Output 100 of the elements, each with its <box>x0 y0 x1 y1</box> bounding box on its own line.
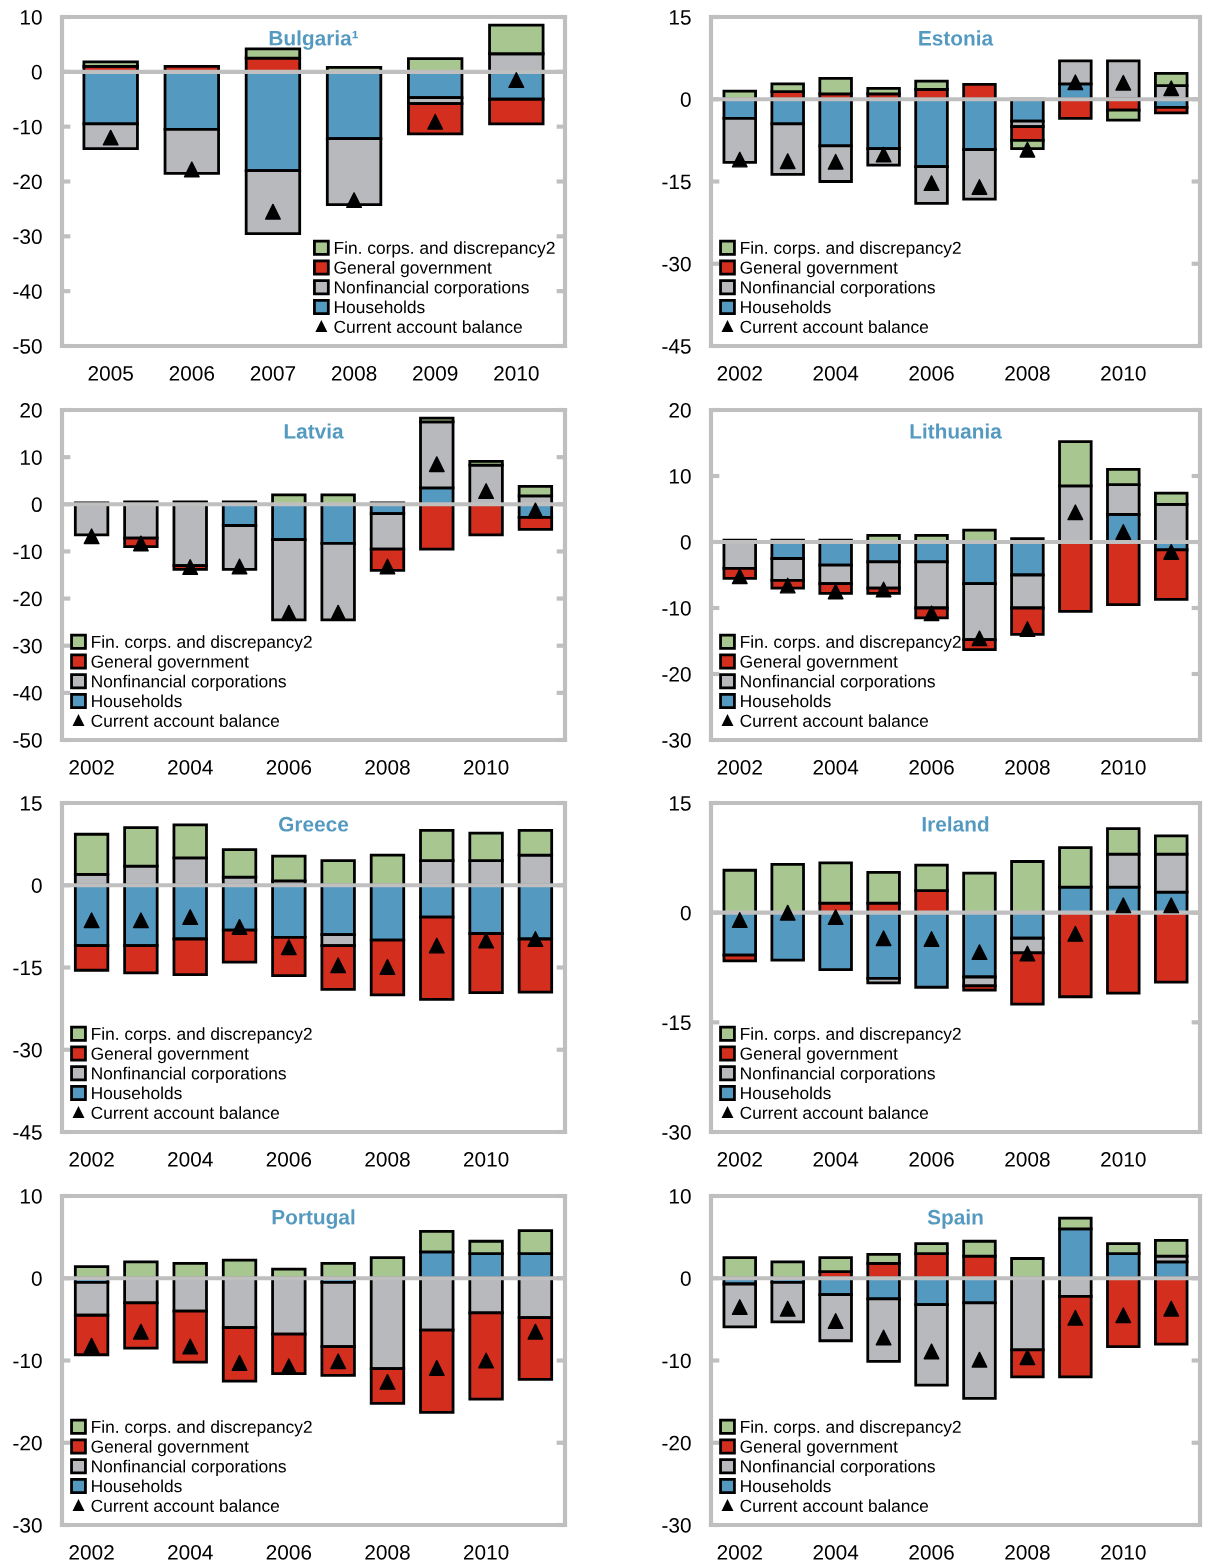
y-tick-label: -10 <box>13 1353 42 1369</box>
y-tick-label: 20 <box>20 403 42 418</box>
y-tick-label: -20 <box>662 667 691 682</box>
x-tick-label: 2008 <box>1005 1544 1050 1560</box>
y-tick-label: -30 <box>662 733 691 748</box>
y-tick-label: 0 <box>680 92 691 107</box>
x-tick-label: 2010 <box>1101 1151 1146 1167</box>
legend-label: Households <box>92 1479 182 1493</box>
text: Greece <box>279 816 349 832</box>
legend-label: Nonfinancial corporations <box>92 1066 286 1083</box>
x-tick-label: 2008 <box>1005 759 1050 775</box>
y-tick-label: -10 <box>13 544 42 560</box>
y-tick-label: -30 <box>662 256 691 272</box>
x-tick-label: 2004 <box>168 1544 213 1560</box>
y-tick-label: -40 <box>13 284 42 299</box>
legend-label: General government <box>334 261 492 278</box>
legend-label: General government <box>740 261 898 278</box>
x-tick-label: 2002 <box>717 365 762 381</box>
y-tick-label: -10 <box>662 1353 691 1369</box>
x-tick-label: 2010 <box>494 365 539 381</box>
legend-label: Households <box>334 300 425 314</box>
y-tick-label: -20 <box>13 174 42 190</box>
x-tick-label: 2008 <box>365 759 410 775</box>
y-tick-label: -30 <box>13 1042 42 1058</box>
legend-label: General government <box>740 1047 898 1064</box>
x-tick-label: 2006 <box>909 365 954 381</box>
legend-label: Households <box>92 1086 182 1100</box>
x-tick-label: 2006 <box>909 1151 954 1167</box>
y-tick-label: -30 <box>662 1518 691 1533</box>
legend-label: Fin. corps. and discrepancy2 <box>92 1420 312 1437</box>
legend-label: Nonfinancial corporations <box>334 280 529 297</box>
x-tick-label: 2002 <box>69 759 114 775</box>
y-tick-label: 10 <box>20 1189 42 1204</box>
y-tick-label: 0 <box>31 497 42 513</box>
text: Ireland <box>922 816 989 832</box>
x-tick-label: 2010 <box>1101 365 1146 381</box>
text: Latvia <box>284 423 344 439</box>
y-tick-label: -50 <box>13 733 42 748</box>
x-tick-label: 2006 <box>169 365 215 381</box>
text: Lithuania <box>910 423 1002 439</box>
legend-label: Households <box>741 300 831 314</box>
y-tick-label: 15 <box>669 10 691 25</box>
x-tick-label: 2007 <box>250 365 296 381</box>
legend-label: Fin. corps. and discrepancy2 <box>92 1027 312 1044</box>
legend-label: Nonfinancial corporations <box>741 1459 935 1476</box>
legend-label: General government <box>740 1440 898 1457</box>
x-tick-label: 2006 <box>266 759 312 775</box>
y-tick-label: 10 <box>669 469 691 484</box>
x-tick-label: 2006 <box>909 759 954 775</box>
legend-label: Current account balance <box>740 714 929 728</box>
y-tick-label: -30 <box>662 1125 691 1140</box>
y-tick-label: 0 <box>680 1271 691 1286</box>
x-tick-label: 2004 <box>813 1544 859 1560</box>
legend-label: Current account balance <box>334 320 522 334</box>
legend-label: Current account balance <box>740 1106 929 1120</box>
x-tick-label: 2004 <box>813 365 859 381</box>
legend-label: Nonfinancial corporations <box>92 674 286 691</box>
legend-label: Nonfinancial corporations <box>92 1459 286 1476</box>
text: Bulgaria¹ <box>269 30 358 50</box>
legend-label: Fin. corps. and discrepancy2 <box>741 635 961 652</box>
y-tick-label: -40 <box>13 685 42 701</box>
legend-label: Current account balance <box>91 1499 280 1513</box>
legend-label: Current account balance <box>740 320 929 334</box>
y-tick-label: -20 <box>13 591 42 607</box>
y-tick-label: -30 <box>13 1518 42 1533</box>
x-tick-label: 2006 <box>266 1151 312 1167</box>
y-tick-label: -10 <box>13 119 42 135</box>
legend-label: Fin. corps. and discrepancy2 <box>741 1420 961 1437</box>
x-tick-label: 2008 <box>1005 365 1050 381</box>
x-tick-label: 2006 <box>909 1544 954 1560</box>
legend-label: Households <box>741 1479 831 1493</box>
legend-label: General government <box>91 1440 249 1457</box>
y-tick-label: -15 <box>13 960 42 976</box>
x-tick-label: 2010 <box>463 759 509 775</box>
x-tick-label: 2008 <box>331 365 377 381</box>
x-tick-label: 2010 <box>1101 1544 1146 1560</box>
x-tick-label: 2002 <box>69 1544 114 1560</box>
y-tick-label: 0 <box>31 1271 42 1286</box>
legend-label: Households <box>741 694 831 708</box>
x-tick-label: 2002 <box>717 1151 762 1167</box>
y-tick-label: 0 <box>680 905 691 921</box>
text: Estonia <box>919 30 994 46</box>
legend-label: Fin. corps. and discrepancy2 <box>741 1027 961 1044</box>
y-tick-label: 15 <box>669 796 691 811</box>
legend-label: Fin. corps. and discrepancy2 <box>334 241 555 258</box>
legend-label: Fin. corps. and discrepancy2 <box>92 635 312 652</box>
x-tick-label: 2002 <box>69 1151 114 1167</box>
y-tick-label: -50 <box>13 339 42 354</box>
legend-label: Households <box>92 694 182 708</box>
y-tick-label: -30 <box>13 638 42 654</box>
y-tick-label: 10 <box>20 10 42 25</box>
y-tick-label: -15 <box>662 174 691 190</box>
x-tick-label: 2009 <box>413 365 458 381</box>
legend-label: General government <box>91 655 249 672</box>
x-tick-label: 2010 <box>463 1151 509 1167</box>
y-tick-label: 20 <box>669 403 691 418</box>
legend-label: General government <box>91 1047 249 1064</box>
legend-label: Nonfinancial corporations <box>741 1066 935 1083</box>
x-tick-label: 2002 <box>717 759 762 775</box>
y-tick-label: 10 <box>669 1189 691 1204</box>
